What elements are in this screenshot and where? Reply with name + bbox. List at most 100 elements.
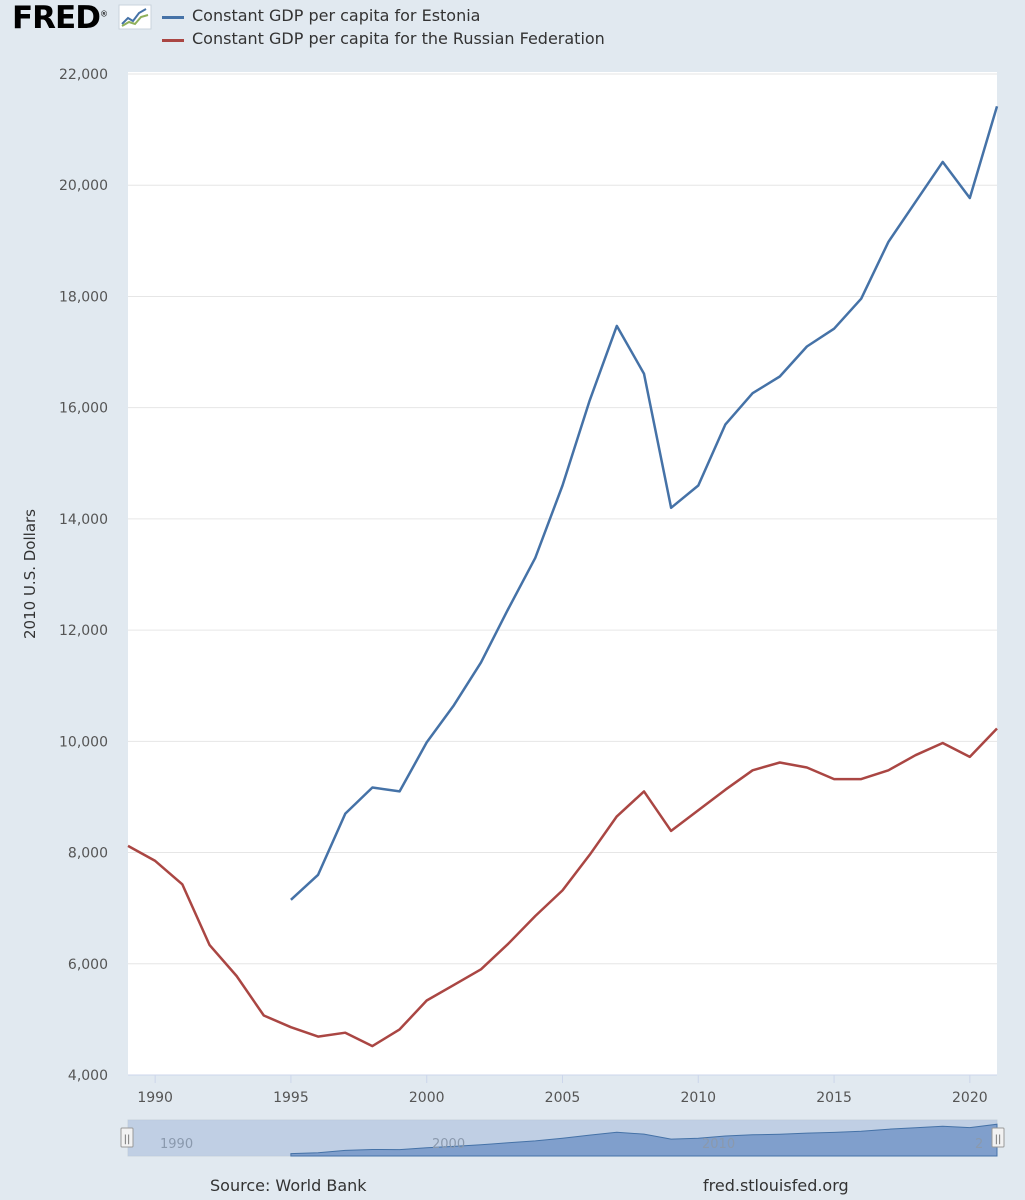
data-point[interactable] [776,373,784,381]
data-point[interactable] [178,880,186,888]
data-point[interactable] [803,764,811,772]
data-point[interactable] [912,198,920,206]
navigator-series [290,1123,998,1157]
legend-swatch-estonia [162,16,184,19]
data-point[interactable] [396,1025,404,1033]
x-tick-label: 2020 [952,1090,988,1106]
data-point[interactable] [477,658,485,666]
legend-label-russia: Constant GDP per capita for the Russian … [192,29,605,48]
handle-grip-right: || [995,1134,1002,1145]
data-point[interactable] [341,810,349,818]
series-lines [124,102,1001,1050]
data-point[interactable] [857,295,865,303]
data-point[interactable] [830,775,838,783]
data-point[interactable] [396,787,404,795]
y-axis: 4,000 6,000 8,000 10,000 12,000 14,000 16,000 1… [59,67,108,1084]
data-point[interactable] [151,857,159,865]
data-point[interactable] [613,322,621,330]
navigator-label: 2010 [702,1137,735,1152]
header: FRED® Constant GDP per capita for Estoni… [0,0,1025,60]
data-point[interactable] [287,1023,295,1031]
data-point[interactable] [586,851,594,859]
data-point[interactable] [531,554,539,562]
x-tick-label: 1990 [137,1090,173,1106]
y-tick-label: 16,000 [59,401,108,417]
data-point[interactable] [613,812,621,820]
navigator-label: 2000 [432,1137,465,1152]
data-point[interactable] [667,827,675,835]
series-line-estonia[interactable] [290,105,999,901]
series-line-russia[interactable] [127,727,998,1048]
data-point[interactable] [586,396,594,404]
data-point[interactable] [314,1033,322,1041]
data-point[interactable] [423,997,431,1005]
y-tick-label: 8,000 [68,846,108,862]
y-tick-label: 4,000 [68,1068,108,1084]
navigator-left-handle[interactable]: || [120,1127,134,1148]
data-point[interactable] [776,759,784,767]
data-point[interactable] [559,886,567,894]
logo-text: FRED [12,0,101,36]
data-point[interactable] [993,725,1001,733]
fred-logo[interactable]: FRED® [12,0,108,36]
navigator-label: 1990 [160,1137,193,1152]
navigator[interactable]: 1990 2000 2010 2 || || [120,1119,1005,1157]
gridlines [128,73,997,965]
data-point[interactable] [233,972,241,980]
data-point[interactable] [504,940,512,948]
data-point[interactable] [450,701,458,709]
navigator-right-handle[interactable]: || [991,1127,1005,1148]
data-point[interactable] [559,482,567,490]
data-point[interactable] [749,766,757,774]
data-point[interactable] [477,965,485,973]
registered-mark: ® [99,9,108,19]
data-point[interactable] [124,842,132,850]
data-point[interactable] [667,504,675,512]
legend-swatch-russia [162,39,184,42]
data-point[interactable] [368,784,376,792]
x-tick-label: 2000 [409,1090,445,1106]
site-link[interactable]: fred.stlouisfed.org [703,1176,849,1195]
y-tick-label: 20,000 [59,178,108,194]
y-axis-label: 2010 U.S. Dollars [21,509,39,639]
y-tick-label: 6,000 [68,957,108,973]
data-point[interactable] [912,751,920,759]
data-point[interactable] [314,871,322,879]
data-point[interactable] [939,739,947,747]
data-point[interactable] [803,343,811,351]
x-tick-label: 2015 [816,1090,852,1106]
chart: 4,000 6,000 8,000 10,000 12,000 14,000 16,000 1… [21,67,1005,1157]
navigator-labels: 1990 2000 2010 2 [160,1137,983,1152]
data-point[interactable] [341,1029,349,1037]
data-point[interactable] [504,605,512,613]
data-point[interactable] [260,1012,268,1020]
data-point[interactable] [694,806,702,814]
data-point[interactable] [749,389,757,397]
data-point[interactable] [368,1042,376,1050]
data-point[interactable] [423,738,431,746]
x-tick-label: 2010 [680,1090,716,1106]
legend-label-estonia: Constant GDP per capita for Estonia [192,6,481,25]
y-tick-label: 22,000 [59,67,108,83]
data-point[interactable] [206,941,214,949]
data-point[interactable] [830,325,838,333]
data-point[interactable] [884,238,892,246]
data-point[interactable] [857,775,865,783]
data-point[interactable] [966,194,974,202]
data-point[interactable] [640,370,648,378]
data-point[interactable] [939,158,947,166]
fred-logo-chart-icon [118,4,152,30]
data-point[interactable] [993,102,1001,110]
data-point[interactable] [640,787,648,795]
data-point[interactable] [721,420,729,428]
data-point[interactable] [966,753,974,761]
navigator-label: 2 [975,1137,983,1152]
data-point[interactable] [450,981,458,989]
data-point[interactable] [531,912,539,920]
data-point[interactable] [884,766,892,774]
data-point[interactable] [694,482,702,490]
source-text: Source: World Bank [210,1176,367,1195]
y-tick-label: 18,000 [59,289,108,305]
data-point[interactable] [287,896,295,904]
data-point[interactable] [721,786,729,794]
